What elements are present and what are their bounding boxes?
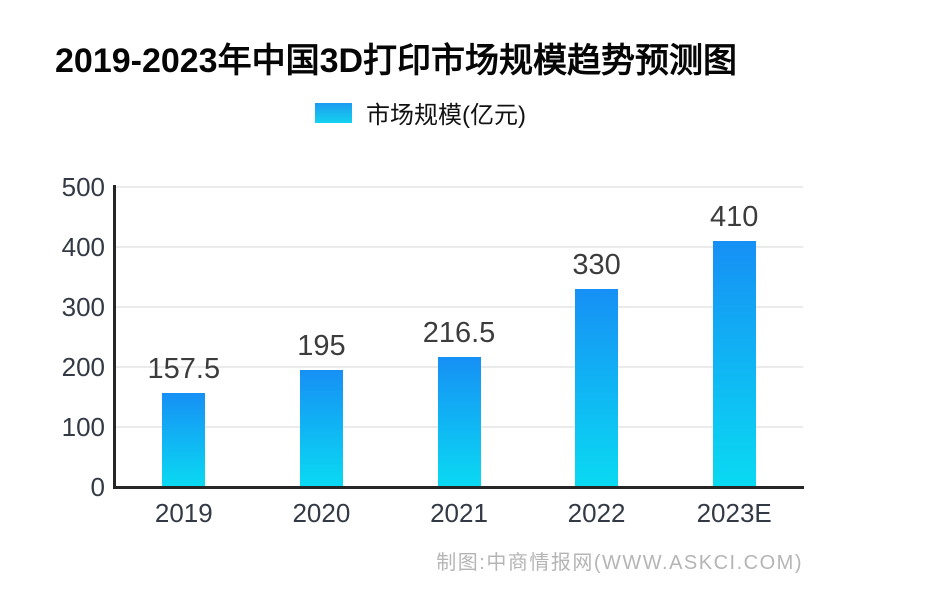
x-axis-tick-label: 2019 bbox=[154, 498, 213, 528]
legend-swatch-icon bbox=[315, 102, 352, 123]
bar bbox=[437, 357, 481, 487]
source-credit: 制图:中商情报网(WWW.ASKCI.COM) bbox=[436, 552, 803, 574]
x-axis-tick-label: 2021 bbox=[430, 498, 488, 528]
legend-label: 市场规模(亿元) bbox=[366, 102, 526, 129]
x-axis-line bbox=[113, 486, 804, 489]
y-axis-line bbox=[113, 185, 116, 489]
gridline bbox=[116, 246, 803, 248]
bar bbox=[575, 289, 619, 487]
bar bbox=[299, 370, 343, 487]
y-axis-tick-label: 200 bbox=[61, 352, 105, 382]
x-axis-tick-label: 2023E bbox=[696, 498, 772, 528]
y-axis-tick-label: 300 bbox=[61, 292, 105, 322]
bar-value-label: 157.5 bbox=[147, 352, 221, 385]
bar bbox=[162, 392, 206, 487]
gridline bbox=[116, 186, 803, 188]
y-axis-tick-label: 100 bbox=[61, 412, 105, 442]
y-axis-tick-label: 400 bbox=[61, 232, 105, 262]
y-axis-tick-label: 0 bbox=[90, 472, 105, 502]
y-axis-tick-label: 500 bbox=[61, 172, 105, 202]
bar-value-label: 410 bbox=[709, 201, 759, 233]
x-axis-tick-label: 2022 bbox=[567, 498, 626, 528]
gridline bbox=[116, 306, 803, 308]
bar-value-label: 330 bbox=[572, 249, 621, 281]
bar-value-label: 216.5 bbox=[422, 317, 496, 350]
chart-title: 2019-2023年中国3D打印市场规模趋势预测图 bbox=[55, 42, 738, 80]
x-axis-tick-label: 2020 bbox=[292, 498, 351, 528]
bar bbox=[712, 241, 756, 487]
legend: 市场规模(亿元) bbox=[315, 95, 526, 130]
bar-value-label: 195 bbox=[297, 330, 346, 362]
